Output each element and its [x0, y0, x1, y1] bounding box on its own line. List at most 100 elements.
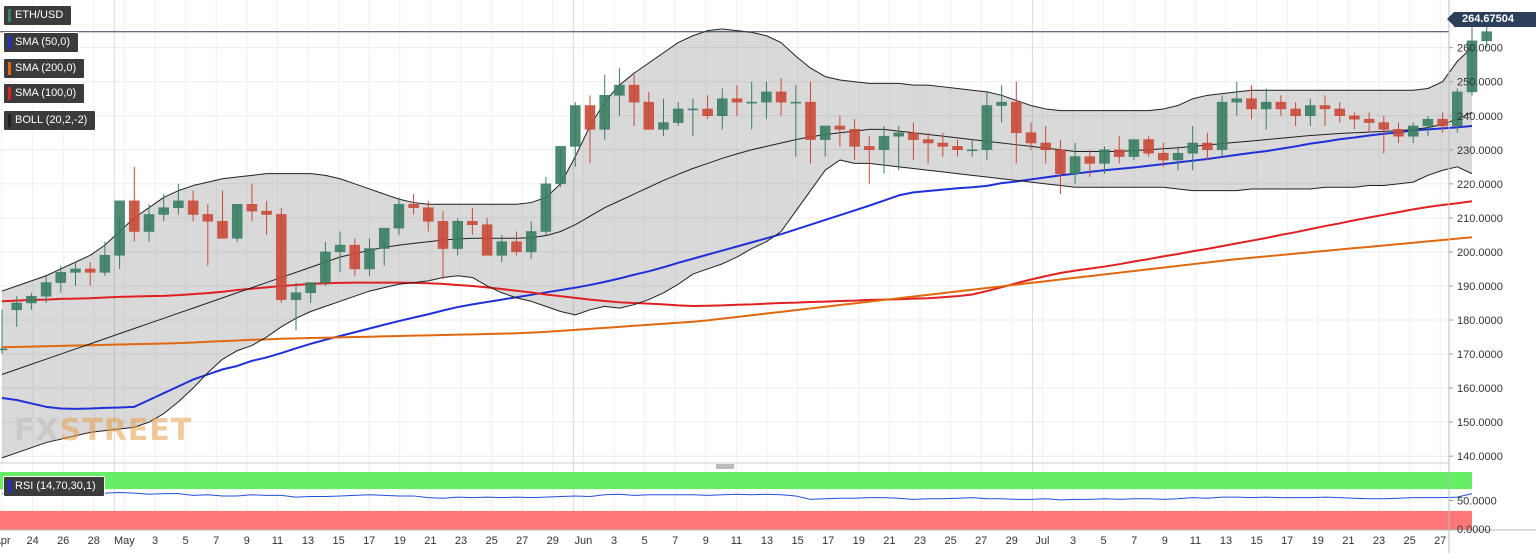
- rsi-line: [1, 492, 1473, 501]
- y-tick-label: 170.0000: [1457, 349, 1503, 361]
- candle: [1040, 125, 1051, 164]
- candle-body: [922, 139, 934, 144]
- candle-body: [11, 302, 22, 311]
- sma-50-0-line: [1, 124, 1473, 410]
- candle: [1305, 98, 1316, 126]
- y-tick-label: 160.0000: [1457, 383, 1503, 395]
- candle: [408, 194, 419, 215]
- legend-eth-usd[interactable]: ETH/USD: [3, 5, 73, 26]
- x-tick-label: 28: [88, 535, 100, 547]
- candle-body: [202, 214, 214, 222]
- rsi-y-tick-label: 0.0000: [1457, 524, 1491, 536]
- y-tick-label: 190.0000: [1457, 281, 1503, 293]
- candle: [731, 85, 743, 116]
- candle-body: [1055, 149, 1066, 174]
- candle-body: [1407, 125, 1419, 137]
- x-tick-label: 25: [485, 535, 497, 547]
- x-tick-label: 23: [1373, 535, 1385, 547]
- legend-label: SMA (200,0): [15, 62, 77, 74]
- candle: [55, 265, 67, 293]
- candle: [511, 231, 522, 256]
- candle: [687, 98, 699, 137]
- candle: [143, 204, 155, 242]
- boll-upper-line: [1, 28, 1473, 292]
- candle: [393, 197, 405, 235]
- legend-sma-100[interactable]: SMA (100,0): [3, 83, 86, 104]
- candle: [1437, 112, 1448, 133]
- candle-body: [1452, 91, 1463, 127]
- x-tick-label: 3: [1070, 535, 1076, 547]
- candle: [614, 68, 625, 116]
- legend-sma-50[interactable]: SMA (50,0): [3, 32, 80, 53]
- rsi-panel: [0, 472, 1473, 530]
- x-tick-label: 25: [1403, 535, 1415, 547]
- candle-body: [1275, 101, 1287, 110]
- legend-bollinger[interactable]: BOLL (20,2,-2): [3, 110, 97, 131]
- candle: [496, 234, 508, 263]
- candle-body: [408, 204, 419, 208]
- bollinger-band: [2, 28, 1472, 458]
- candle: [84, 262, 96, 286]
- candle: [1084, 149, 1096, 178]
- candle-body: [511, 241, 522, 253]
- x-tick-label: 19: [1312, 535, 1324, 547]
- candle: [1290, 102, 1301, 126]
- candle: [702, 95, 713, 120]
- candle: [834, 115, 846, 147]
- candle-body: [55, 272, 67, 283]
- candle: [99, 241, 111, 276]
- candle: [922, 132, 934, 164]
- candle-body: [187, 200, 199, 215]
- candle: [481, 217, 493, 256]
- legend-sma-200[interactable]: SMA (200,0): [3, 58, 86, 79]
- candle: [1275, 95, 1287, 116]
- x-tick-label: 21: [883, 535, 895, 547]
- axis-background: [1449, 0, 1536, 553]
- x-tick-label: 29: [547, 535, 559, 547]
- y-tick-label: 180.0000: [1457, 315, 1503, 327]
- candle: [1099, 146, 1110, 174]
- legend-swatch: [8, 113, 11, 127]
- candle: [349, 238, 361, 276]
- candle-body: [496, 241, 508, 256]
- candle-body: [540, 183, 552, 232]
- candle-body: [378, 227, 390, 249]
- candle-body: [525, 231, 537, 253]
- candle: [114, 200, 125, 269]
- candle-body: [908, 132, 919, 140]
- x-tick-label: 13: [302, 535, 314, 547]
- candle-body: [1334, 108, 1345, 117]
- legend-rsi[interactable]: RSI (14,70,30,1): [3, 476, 105, 497]
- candle-body: [84, 268, 96, 273]
- candle-body: [775, 91, 787, 103]
- candle-body: [1349, 115, 1360, 120]
- boll-lower-line: [1, 159, 1473, 459]
- candle: [790, 85, 802, 157]
- candle-body: [0, 348, 8, 351]
- candle: [1246, 85, 1257, 120]
- candle-body: [452, 221, 463, 249]
- candle-body: [834, 125, 846, 130]
- candle: [864, 136, 875, 184]
- candle-body: [584, 105, 596, 130]
- candle: [1231, 81, 1243, 116]
- candle: [70, 262, 81, 286]
- candle: [658, 98, 669, 137]
- candle: [11, 296, 22, 327]
- x-tick-label: May: [114, 535, 135, 547]
- x-tick-label: 5: [183, 535, 189, 547]
- x-tick-label: 29: [1006, 535, 1018, 547]
- candle-body: [114, 200, 125, 256]
- candle: [746, 81, 757, 130]
- x-tick-label: 13: [1220, 535, 1232, 547]
- candle-body: [1040, 142, 1051, 151]
- y-tick-label: 230.0000: [1457, 145, 1503, 157]
- candle-body: [761, 91, 772, 103]
- candle-body: [246, 204, 258, 212]
- sma-200-0-line: [1, 236, 1473, 349]
- y-tick-label: 250.0000: [1457, 77, 1503, 89]
- bollinger-fill: [2, 28, 1472, 458]
- rsi-y-tick-label: 50.0000: [1457, 496, 1497, 508]
